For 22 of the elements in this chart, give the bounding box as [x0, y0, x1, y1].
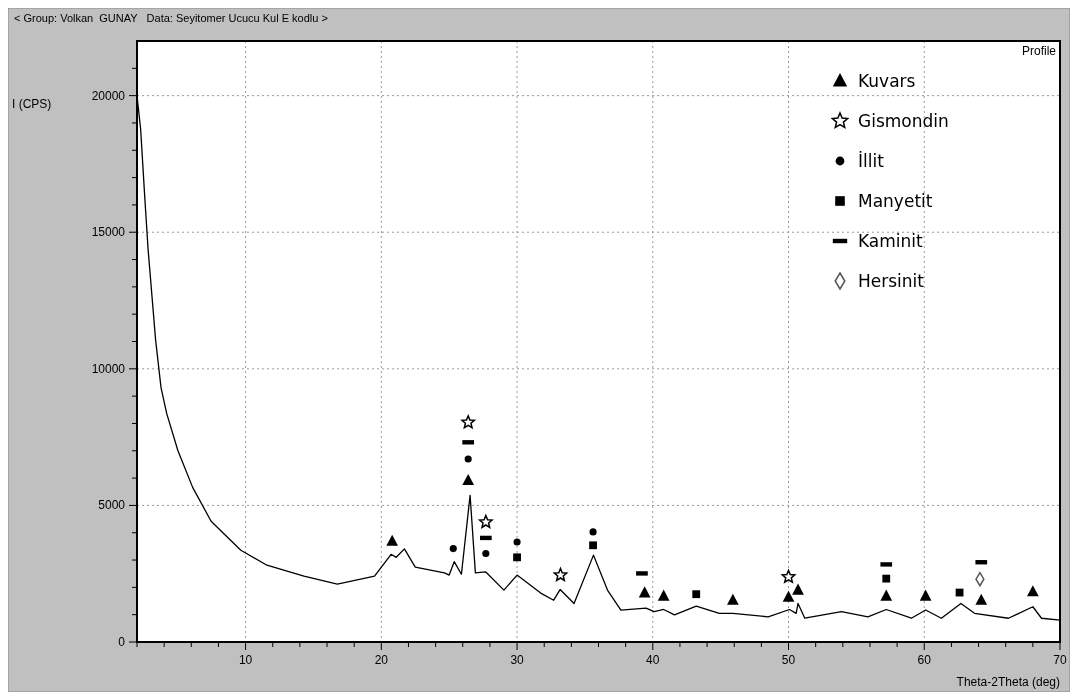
legend-label: Hersinit	[858, 271, 925, 291]
legend-label: İllit	[858, 151, 885, 171]
x-tick-label: 60	[917, 653, 932, 667]
legend-label: Manyetit	[858, 191, 933, 211]
y-tick-label: 5000	[98, 498, 126, 513]
x-tick-label: 50	[781, 653, 796, 667]
x-tick-label: 40	[646, 653, 660, 667]
y-tick-label: 15000	[91, 225, 126, 240]
annotation: Profile	[1021, 44, 1057, 58]
x-axis-title: Theta-2Theta (deg)	[956, 675, 1060, 689]
y-tick-label: 20000	[91, 88, 126, 103]
y-tick-label: 10000	[91, 361, 126, 376]
legend-label: Gismondin	[858, 111, 949, 131]
x-tick-label: 30	[510, 653, 525, 667]
chart-title: < Group: Volkan GUNAY Data: Seyitomer Ucucu Kul E kodlu >	[14, 12, 328, 24]
y-axis-title: I (CPS)	[12, 96, 52, 111]
y-tick-label: 0	[118, 635, 126, 649]
x-tick-label: 20	[374, 653, 389, 667]
x-tick-label: 70	[1053, 653, 1067, 667]
x-tick-label: 10	[238, 653, 253, 667]
legend-label: Kuvars	[858, 71, 916, 91]
legend-label: Kaminit	[858, 231, 924, 251]
